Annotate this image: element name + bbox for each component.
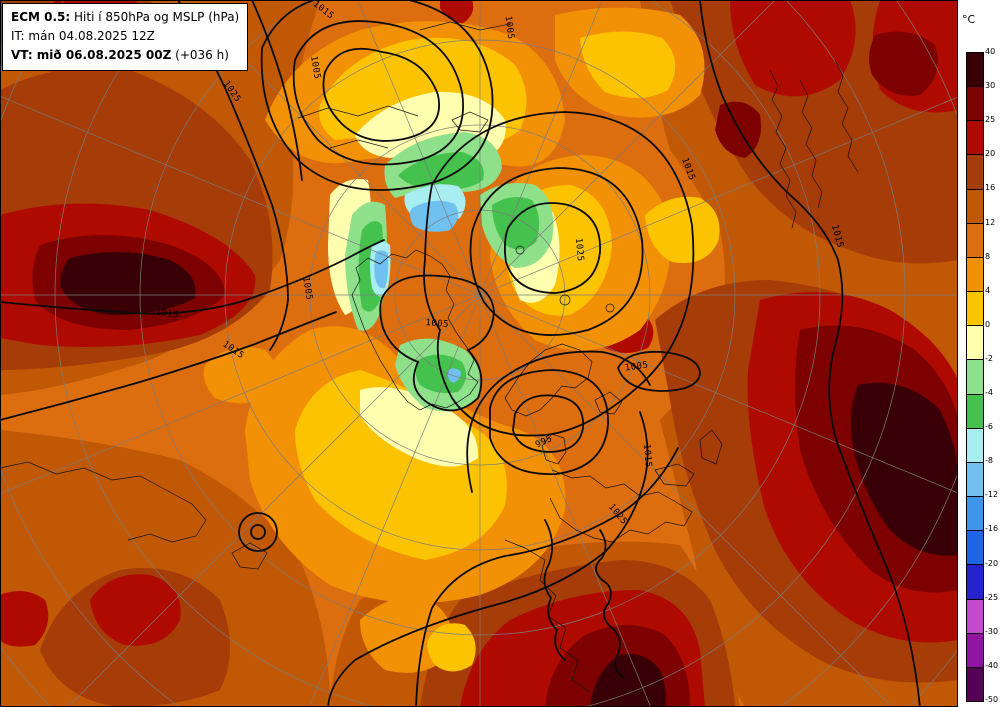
colorbar-tick: 16 xyxy=(985,183,996,193)
colorbar-unit-label: °C xyxy=(962,13,976,26)
colorbar-tick: -30 xyxy=(985,626,999,636)
parameter-title: Hiti í 850hPa og MSLP (hPa) xyxy=(70,10,240,24)
valid-time-line: VT: mið 06.08.2025 00Z (+036 h) xyxy=(11,46,239,65)
colorbar-segment xyxy=(967,223,983,258)
model-name: ECM 0.5: xyxy=(11,10,71,24)
temperature-shading xyxy=(0,0,958,707)
isobar-label: 1005 xyxy=(300,276,314,301)
colorbar-tick: 25 xyxy=(985,115,996,125)
colorbar-tick: -4 xyxy=(985,388,993,398)
weather-map: 1025100510151005101510151025100510051015… xyxy=(0,0,958,707)
map-title-box: ECM 0.5: Hiti í 850hPa og MSLP (hPa) IT:… xyxy=(2,3,248,71)
colorbar-segment xyxy=(967,531,983,566)
temperature-colorbar xyxy=(966,52,984,702)
colorbar-segment xyxy=(967,565,983,600)
colorbar-tick-labels: 40 30 25 20 16 12 8 4 0 -2 -4 -6 -8 -12 -16 -20 -25 -30 -4… xyxy=(985,0,1000,707)
colorbar-tick: 20 xyxy=(985,149,996,159)
colorbar-tick: -20 xyxy=(985,558,999,568)
isobar-label: 1015 xyxy=(641,444,653,468)
colorbar-segment xyxy=(967,394,983,429)
isobar-label: 1005 xyxy=(624,360,649,373)
colorbar-tick: -25 xyxy=(985,592,999,602)
colorbar-segment xyxy=(967,360,983,395)
colorbar-segment xyxy=(967,155,983,190)
colorbar-tick: -40 xyxy=(985,660,999,670)
colorbar-tick: -50 xyxy=(985,694,999,704)
colorbar-segment xyxy=(967,121,983,156)
lead-time: (+036 h) xyxy=(171,48,229,62)
isobar-label: 1005 xyxy=(308,55,322,80)
colorbar-segment xyxy=(967,189,983,224)
isobar-label: 1005 xyxy=(425,318,449,330)
colorbar-tick: -2 xyxy=(985,353,993,363)
colorbar-segment xyxy=(967,53,983,88)
colorbar-segment xyxy=(967,428,983,463)
colorbar-tick: -12 xyxy=(985,490,999,500)
colorbar-segment xyxy=(967,667,983,701)
colorbar-tick: 12 xyxy=(985,217,996,227)
isobar-label: 1015 xyxy=(155,307,180,320)
colorbar-segment xyxy=(967,599,983,634)
colorbar-segment xyxy=(967,292,983,327)
colorbar-segment xyxy=(967,87,983,122)
colorbar-segment xyxy=(967,326,983,361)
colorbar-tick: 4 xyxy=(985,285,991,295)
colorbar-tick: 0 xyxy=(985,319,991,329)
colorbar-segment xyxy=(967,257,983,293)
colorbar-tick: -8 xyxy=(985,456,993,466)
isobar-label: 1005 xyxy=(503,15,516,40)
isobars xyxy=(0,0,921,707)
colorbar-tick: 8 xyxy=(985,251,991,261)
colorbar-segment xyxy=(967,462,983,498)
graticule xyxy=(0,0,958,707)
isobar-label: 1025 xyxy=(573,238,585,262)
colorbar-segment xyxy=(967,497,983,532)
colorbar-segment xyxy=(967,633,983,668)
colorbar-tick: 30 xyxy=(985,81,996,91)
init-time-line: IT: mán 04.08.2025 12Z xyxy=(11,29,155,43)
colorbar-tick: -6 xyxy=(985,422,993,432)
coastlines xyxy=(0,21,859,693)
map-title-line: ECM 0.5: Hiti í 850hPa og MSLP (hPa) xyxy=(11,8,239,27)
colorbar-tick: 40 xyxy=(985,47,996,56)
colorbar-tick: -16 xyxy=(985,524,999,534)
valid-time: VT: mið 06.08.2025 00Z xyxy=(11,48,172,62)
